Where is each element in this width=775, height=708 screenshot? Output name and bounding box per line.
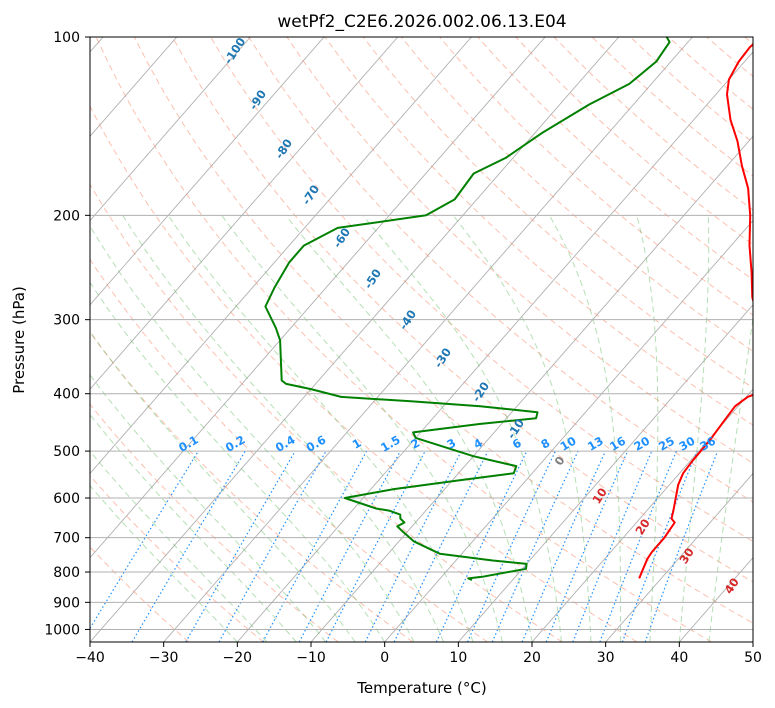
moist-adiabat-line — [90, 450, 268, 642]
y-tick-label: 600 — [53, 491, 80, 507]
isotherm-line — [457, 304, 753, 642]
mixing-ratio-line — [599, 450, 678, 642]
dry-adiabat-line — [210, 37, 753, 543]
dry-adiabat-line — [90, 403, 339, 642]
moist-adiabat-line — [90, 281, 386, 642]
moist-adiabat-line — [708, 314, 753, 642]
isotherm-line — [90, 37, 472, 475]
moist-adiabat-line — [90, 225, 415, 642]
y-tick-label: 500 — [53, 444, 80, 460]
dry-adiabat-line — [90, 474, 264, 642]
mixing-ratio-line — [262, 450, 368, 642]
mixing-ratio-line — [298, 450, 401, 642]
mixing-ratio-label: 13 — [585, 434, 606, 454]
dry-adiabat-line — [171, 37, 753, 583]
isotherm-line — [605, 472, 753, 642]
y-tick-label: 800 — [53, 565, 80, 581]
mixing-ratio-line — [393, 450, 489, 642]
dry-adiabat-line — [248, 37, 753, 503]
temperature-profile-line — [638, 43, 753, 579]
isotherm-line — [384, 219, 753, 642]
mixing-ratio-line — [572, 450, 653, 642]
pressure-gridlines — [90, 37, 753, 630]
isotherm-line — [90, 37, 325, 306]
y-tick-label: 200 — [53, 208, 80, 224]
dry-adiabat-line — [90, 546, 190, 642]
moist-adiabat-line — [285, 214, 533, 642]
isotherm-line — [90, 37, 620, 642]
plot-frame — [89, 36, 754, 643]
y-tick-label: 300 — [53, 313, 80, 329]
isotherm-line — [531, 388, 753, 642]
y-tick-label: 400 — [53, 387, 80, 403]
mixing-ratio-line — [521, 450, 606, 642]
y-tick-label: 1000 — [44, 622, 80, 638]
mixing-ratio-line — [364, 450, 462, 642]
moist-adiabat-line — [362, 214, 562, 642]
x-tick-label: −20 — [223, 650, 253, 666]
dry-adiabat-line — [133, 37, 753, 624]
dry-adiabat-line — [90, 183, 563, 642]
moist-adiabat-line — [122, 215, 445, 642]
dry-adiabat-line — [439, 37, 753, 316]
isotherm-line — [90, 37, 251, 222]
mixing-ratio-label: 36 — [697, 434, 718, 454]
sounding-series — [264, 37, 753, 581]
x-tick-label: −10 — [296, 650, 326, 666]
y-tick-label: 100 — [53, 30, 80, 46]
background-lines — [90, 37, 753, 642]
dry-adiabat-line — [90, 331, 414, 642]
moist-adiabat-line — [90, 413, 297, 642]
chart-title: wetPf2_C2E6.2026.002.06.13.E04 — [277, 12, 566, 32]
mixing-ratio-label: 16 — [607, 434, 628, 454]
mixing-ratio-label: 20 — [631, 434, 652, 454]
x-tick-label: 20 — [523, 650, 541, 666]
x-axis: −40 −30 −20 −10 0 10 20 30 40 50 — [75, 642, 762, 666]
moist-adiabat-line — [90, 374, 327, 642]
isotherm-line — [90, 37, 399, 390]
x-tick-label: 50 — [744, 650, 762, 666]
x-tick-label: −40 — [75, 650, 105, 666]
dewpoint-profile-line — [264, 37, 671, 581]
x-axis-label: Temperature (°C) — [356, 679, 486, 697]
x-tick-label: 30 — [597, 650, 615, 666]
isotherm-line — [163, 37, 693, 642]
mixing-ratio-line — [621, 450, 698, 642]
mixing-ratio-line — [90, 450, 199, 630]
x-tick-label: 40 — [670, 650, 688, 666]
moist-adiabat-line — [221, 215, 503, 642]
dry-adiabat-line — [286, 37, 753, 464]
moist-adiabat-line — [167, 215, 474, 642]
mixing-ratio-line — [545, 450, 629, 642]
moist-adiabat-line — [90, 484, 238, 642]
mixing-ratio-label: 25 — [656, 434, 677, 454]
x-tick-label: 0 — [380, 650, 389, 666]
moist-adiabat-line — [90, 330, 356, 642]
y-axis-label: Pressure (hPa) — [10, 286, 28, 394]
y-axis: 100 200 300 400 500 600 700 800 900 1000 — [44, 30, 90, 638]
y-tick-label: 900 — [53, 595, 80, 611]
moist-adiabat-line — [636, 215, 659, 642]
moist-adiabat-line — [678, 215, 710, 642]
mixing-ratio-label: 30 — [677, 434, 698, 454]
mixing-ratio-line — [218, 450, 327, 642]
mixing-ratio-line — [644, 450, 719, 642]
isotherm-line — [236, 51, 753, 642]
dry-adiabat-line — [90, 258, 488, 642]
dry-adiabat-line — [95, 37, 712, 642]
x-tick-label: 10 — [449, 650, 467, 666]
y-tick-label: 700 — [53, 531, 80, 547]
moist-adiabat-line — [548, 215, 621, 642]
x-tick-label: −30 — [149, 650, 179, 666]
mixing-ratio-label: 10 — [558, 434, 579, 454]
